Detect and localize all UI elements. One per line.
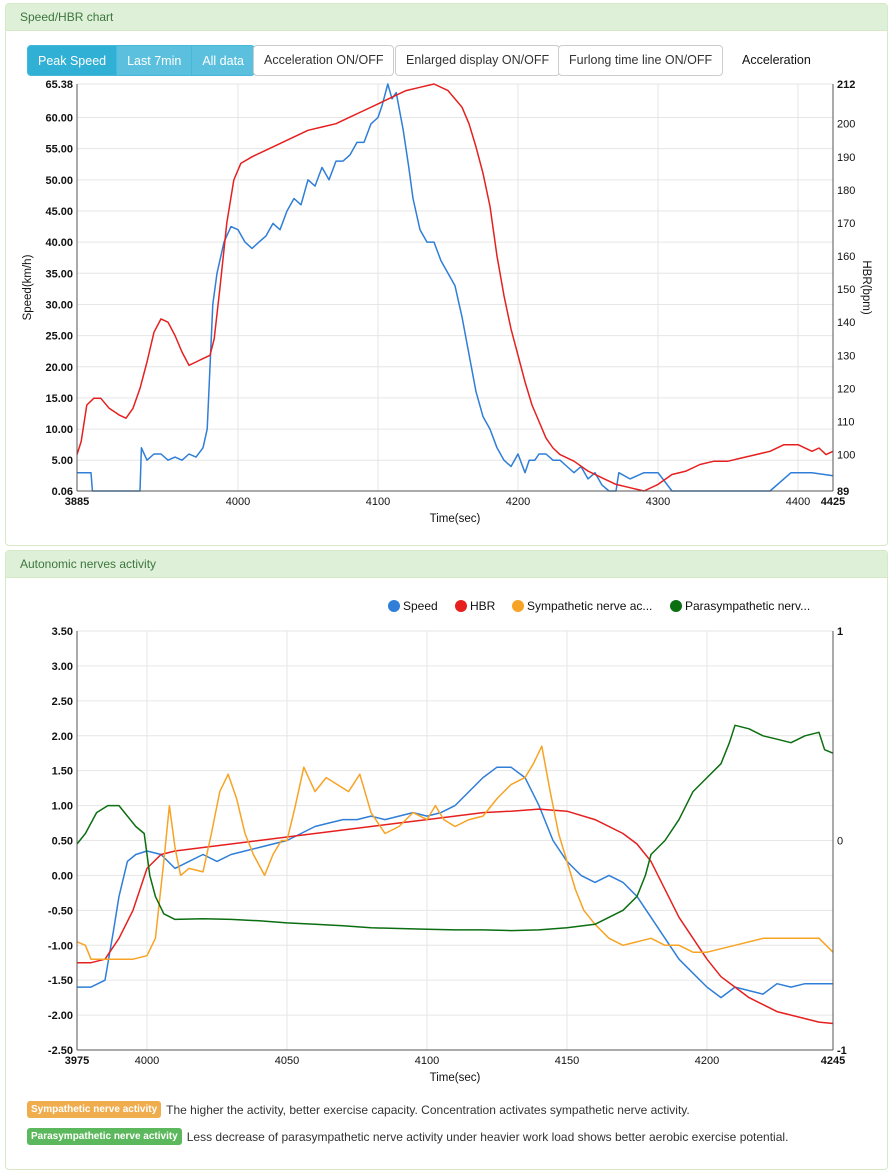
legend-marker-2 [512, 600, 524, 612]
enlarged-display-toggle-button[interactable]: Enlarged display ON/OFF [395, 45, 561, 76]
y2-tick-label: 200 [837, 119, 855, 131]
sympathetic-badge: Sympathetic nerve activity [27, 1101, 162, 1118]
y2-tick-label: 170 [837, 218, 855, 230]
parasympathetic-note-text: Less decrease of parasympathetic nerve a… [186, 1129, 789, 1144]
y-tick-label: -2.00 [48, 1010, 73, 1022]
legend-item-2[interactable]: Sympathetic nerve ac... [512, 599, 652, 613]
legend-marker-1 [455, 600, 467, 612]
autonomic-nerves-chart: Speed HBR Sympathetic nerve ac... Parasympa… [48, 599, 847, 1084]
y2-axis-title: HBR(bpm) [860, 260, 872, 314]
y2-tick-label: 1 [837, 626, 843, 638]
legend-label-2: Sympathetic nerve ac... [527, 599, 652, 613]
y-tick-label: 65.38 [45, 79, 73, 91]
y-tick-label: -0.50 [48, 905, 73, 917]
legend-item-0[interactable]: Speed [388, 599, 438, 613]
series-line-1 [76, 83, 834, 492]
parasympathetic-badge: Parasympathetic nerve activity [27, 1128, 182, 1145]
x-tick-label: 4400 [786, 496, 810, 508]
x-axis-title: Time(sec) [430, 1072, 481, 1084]
y2-tick-label: -1 [837, 1045, 847, 1057]
y-tick-label: 35.00 [45, 268, 73, 280]
x-tick-label: 4150 [555, 1055, 579, 1067]
y-tick-label: 0.50 [52, 836, 73, 848]
y-tick-label: 55.00 [45, 144, 73, 156]
y2-tick-label: 150 [837, 284, 855, 296]
y-axis-title: Speed(km/h) [22, 254, 34, 320]
autonomic-nerves-panel-heading: Autonomic nerves activity [6, 551, 887, 578]
sympathetic-note: Sympathetic nerve activity The higher th… [27, 1101, 690, 1118]
y2-tick-label: 160 [837, 251, 855, 263]
y-tick-label: 0.00 [52, 870, 73, 882]
x-tick-label: 4200 [506, 496, 530, 508]
y-tick-label: 40.00 [45, 237, 73, 249]
y-tick-label: -1.00 [48, 940, 73, 952]
y-tick-label: 1.50 [52, 766, 73, 778]
x-tick-label: 4100 [415, 1055, 439, 1067]
y-tick-label: 2.50 [52, 696, 73, 708]
y-tick-label: 60.00 [45, 113, 73, 125]
y-tick-label: 30.00 [45, 299, 73, 311]
y-tick-label: 50.00 [45, 175, 73, 187]
legend-label-0: Speed [403, 599, 438, 613]
acceleration-toggle-button[interactable]: Acceleration ON/OFF [253, 45, 395, 76]
y-tick-label: -2.50 [48, 1045, 73, 1057]
x-tick-label: 4000 [226, 496, 250, 508]
y-tick-label: 20.00 [45, 362, 73, 374]
y-tick-label: 10.00 [45, 424, 73, 436]
series-line-0 [77, 83, 834, 492]
x-tick-label: 4245 [821, 1055, 845, 1067]
x-tick-label: 3975 [65, 1055, 89, 1067]
y-tick-label: 3.00 [52, 661, 73, 673]
y-tick-label: 45.00 [45, 206, 73, 218]
autonomic-nerves-panel: Autonomic nerves activity [5, 550, 888, 1170]
y2-tick-label: 130 [837, 350, 855, 362]
y2-tick-label: 180 [837, 185, 855, 197]
y2-tick-label: 212 [837, 79, 855, 91]
legend-item-3[interactable]: Parasympathetic nerv... [670, 599, 810, 613]
x-tick-label: 4200 [695, 1055, 719, 1067]
series-line-1 [77, 808, 834, 1025]
x-axis-title: Time(sec) [430, 513, 481, 525]
y2-tick-label: 100 [837, 450, 855, 462]
last-7min-button[interactable]: Last 7min [116, 45, 193, 76]
y-tick-label: 25.00 [45, 331, 73, 343]
legend-label-3: Parasympathetic nerv... [685, 599, 810, 613]
y-tick-label: 1.00 [52, 801, 73, 813]
y2-tick-label: 110 [837, 417, 855, 429]
y-tick-label: 2.00 [52, 731, 73, 743]
acceleration-label: Acceleration [742, 53, 811, 67]
x-tick-label: 3885 [65, 496, 89, 508]
y-tick-label: -1.50 [48, 975, 73, 987]
all-data-button[interactable]: All data [191, 45, 256, 76]
range-button-group: Peak Speed Last 7min All data [27, 45, 256, 76]
y-tick-label: 0.06 [52, 486, 73, 498]
legend-marker-0 [388, 600, 400, 612]
peak-speed-button[interactable]: Peak Speed [27, 45, 118, 76]
speed-hbr-chart: 0.06 5.00 10.00 15.00 20.00 25.00 30.00 35.00 40… [22, 79, 872, 525]
x-tick-label: 4100 [366, 496, 390, 508]
x-tick-label: 4300 [646, 496, 670, 508]
speed-hbr-panel-heading: Speed/HBR chart [6, 4, 887, 31]
parasympathetic-note: Parasympathetic nerve activity Less decr… [27, 1128, 788, 1145]
y2-tick-label: 120 [837, 383, 855, 395]
series-line-0 [77, 766, 833, 999]
legend-label-1: HBR [470, 599, 496, 613]
y2-tick-label: 190 [837, 152, 855, 164]
y2-tick-label: 0 [837, 836, 843, 848]
legend-marker-3 [670, 600, 682, 612]
x-tick-label: 4050 [275, 1055, 299, 1067]
series-line-2 [76, 745, 834, 960]
x-tick-label: 4425 [821, 496, 845, 508]
sympathetic-note-text: The higher the activity, better exercise… [166, 1102, 690, 1117]
y-tick-label: 5.00 [52, 455, 73, 467]
y-tick-label: 3.50 [52, 626, 73, 638]
y2-tick-label: 140 [837, 317, 855, 329]
furlong-time-line-toggle-button[interactable]: Furlong time line ON/OFF [558, 45, 724, 76]
y-tick-label: 15.00 [45, 393, 73, 405]
x-tick-label: 4000 [135, 1055, 159, 1067]
y2-tick-label: 89 [837, 486, 849, 498]
legend-item-1[interactable]: HBR [455, 599, 496, 613]
series-line-3 [76, 724, 834, 932]
